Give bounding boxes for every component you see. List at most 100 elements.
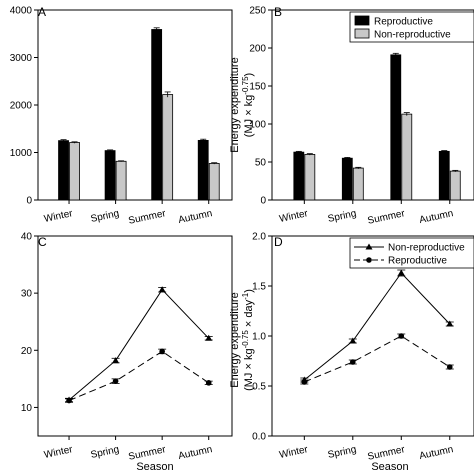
panel-a-ytick-label: 0: [26, 196, 32, 207]
svg-text:(MJ × kg-0.75): (MJ × kg-0.75): [241, 73, 255, 137]
panel-d-xtick-label: Autumn: [418, 444, 454, 462]
panel-d-legend-label: Non-reproductive: [388, 243, 465, 254]
panel-a-xtick-label: Summer: [128, 208, 168, 227]
panel-d-point: [398, 333, 405, 339]
panel-d-point: [301, 379, 308, 385]
panel-a-xtick-label: Autumn: [177, 208, 213, 226]
panel-a-ytick-label: 4000: [10, 6, 33, 17]
panel-b-ylabel: Energy expenditure (MJ × kg-0.75): [229, 57, 255, 152]
panel-d-legend-box: [349, 237, 474, 269]
panel-a-ytick-label: 2000: [10, 101, 33, 112]
panel-d-legend-marker: [366, 257, 372, 263]
panel-d-legend: Non-reproductive Reproductive: [349, 237, 474, 269]
panel-d-legend-marker: [365, 243, 373, 250]
panel-d-legend-label: Reproductive: [388, 256, 447, 267]
panel-b-legend-swatch: [354, 28, 370, 39]
panel-d-ylabel: Energy expenditure (MJ × kg-0.75 × day-1…: [229, 289, 255, 391]
panel-b-bar: [449, 170, 461, 201]
panel-c-xtick-label: Spring: [90, 444, 121, 461]
panel-c-xtick-label: Summer: [128, 444, 168, 463]
panel-c-frame: [37, 235, 233, 437]
panel-b-bar: [438, 150, 450, 201]
panel-c-point: [112, 357, 120, 364]
panel-a-bar: [104, 150, 116, 201]
panel-b-bar: [293, 151, 305, 201]
panel-c-ytick-label: 20: [21, 346, 33, 357]
panel-b-bar: [304, 153, 316, 201]
panel-b-plot: 0 50 100 150 200 250 Winter Spring Summer Autumn R…: [249, 6, 474, 227]
panel-d-xlabel: Season: [371, 461, 408, 473]
panel-b-ytick-label: 50: [255, 158, 267, 169]
panel-d-xtick-label: Summer: [367, 444, 407, 463]
panel-b-bar: [390, 54, 402, 201]
panel-c-ytick-label: 30: [21, 289, 33, 300]
panel-c-point: [66, 397, 72, 404]
panel-a-bar: [208, 163, 220, 201]
panel-c-xlabel: Season: [136, 461, 173, 473]
panel-c-point: [205, 334, 213, 341]
svg-text:(MJ × kg-0.75 × day-1): (MJ × kg-0.75 × day-1): [241, 289, 255, 391]
panel-a-bar: [151, 29, 163, 201]
panel-d-ytick-label: 0.0: [252, 432, 266, 443]
panel-b-ytick-label: 100: [249, 120, 266, 131]
panel-c-point: [158, 286, 166, 293]
panel-a-xtick-label: Spring: [90, 208, 121, 225]
panel-c-plot: 10 20 30 40 Winter Spring Summer Autumn: [21, 232, 233, 463]
panel-b-ytick-label: 0: [260, 196, 266, 207]
panel-c-ytick-label: 10: [21, 403, 33, 414]
panel-a-bar: [69, 142, 80, 201]
panel-b-letter: B: [274, 5, 282, 19]
panel-a-ytick-label: 3000: [10, 53, 33, 64]
panel-a-plot: 0 1000 2000 3000 4000 Winter Spring Summer Autum…: [10, 6, 233, 227]
panel-b-legend-label: Non-reproductive: [374, 30, 451, 41]
panel-b-legend: Reproductive Non-reproductive: [349, 11, 474, 43]
panel-b-legend-label: Reproductive: [374, 17, 433, 28]
panel-b-xtick-label: Autumn: [418, 208, 454, 226]
panel-d-series-line: [304, 335, 451, 383]
panel-a-ytick-label: 1000: [10, 148, 33, 159]
panel-b-bar: [401, 113, 413, 201]
panel-a-bar: [58, 140, 69, 201]
panel-b-ytick-label: 200: [249, 44, 266, 55]
panel-a-bar: [197, 139, 209, 201]
panel-d-point: [350, 359, 356, 365]
panel-b-frame: [271, 9, 474, 201]
panel-b-xtick-label: Summer: [367, 208, 407, 227]
panel-c-xtick-label: Autumn: [177, 444, 213, 462]
panel-d-xtick-label: Spring: [327, 444, 358, 461]
panel-c-xtick-label: Winter: [43, 444, 74, 461]
panel-d-plot: 0.0 0.5 1.0 1.5 2.0 Winter Spring Summer Autumn N…: [252, 232, 474, 463]
panel-c-point: [112, 378, 119, 384]
panel-b-ytick-label: 150: [249, 82, 266, 93]
panel-d-letter: D: [274, 235, 283, 249]
panel-d-point: [446, 364, 453, 370]
panel-d-ytick-label: 1.0: [252, 332, 266, 343]
panel-c-series-line: [68, 350, 209, 402]
panel-c-ytick-label: 40: [21, 232, 33, 243]
panel-c-series-line: [68, 288, 210, 401]
svg-text:Energy expenditure: Energy expenditure: [229, 292, 241, 387]
panel-d-ytick-label: 0.5: [252, 382, 266, 393]
panel-b-legend-box: [349, 11, 474, 43]
panel-c-point: [159, 348, 165, 355]
panel-d-xtick-label: Winter: [278, 444, 309, 461]
panel-c-point: [205, 380, 212, 386]
panel-b-legend-swatch: [354, 15, 370, 26]
panel-d-point: [349, 337, 357, 344]
panel-d-ytick-label: 1.5: [252, 282, 266, 293]
panel-d-point: [446, 320, 454, 327]
panel-c-letter: C: [38, 235, 47, 249]
panel-b-xtick-label: Spring: [327, 208, 358, 225]
panel-d-ytick-label: 2.0: [252, 232, 266, 243]
panel-d-point: [397, 269, 405, 276]
panel-b-bar: [352, 167, 364, 201]
panel-a-xtick-label: Winter: [43, 208, 74, 225]
panel-a-bar: [115, 160, 127, 201]
panel-d-series-line: [304, 272, 451, 381]
panel-b-xtick-label: Winter: [278, 208, 309, 225]
panel-b-bar: [341, 157, 353, 201]
panel-a-letter: A: [38, 5, 46, 19]
panel-b-ytick-label: 250: [249, 6, 266, 17]
svg-text:Energy expenditure: Energy expenditure: [229, 57, 241, 152]
